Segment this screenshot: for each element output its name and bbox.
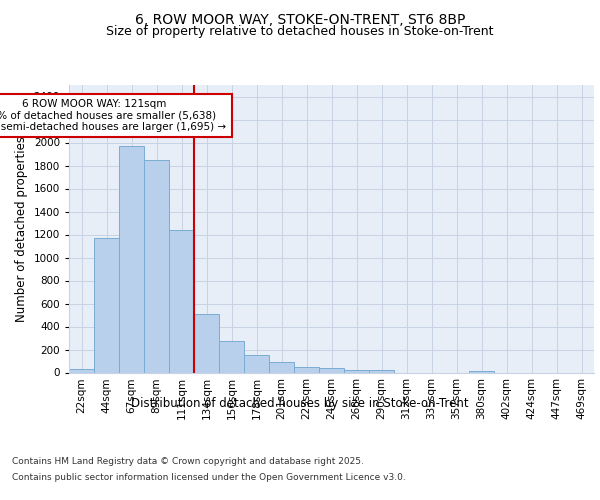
Bar (344, 370, 369, 372)
Bar (169, 230, 194, 372)
Bar (469, 371, 494, 372)
Bar (144, 160, 169, 372)
Text: 6 ROW MOOR WAY: 121sqm
← 76% of detached houses are smaller (5,638)
23% of semi-: 6 ROW MOOR WAY: 121sqm ← 76% of detached… (0, 99, 227, 132)
Bar (219, 342, 244, 372)
Text: Distribution of detached houses by size in Stoke-on-Trent: Distribution of detached houses by size … (131, 398, 469, 410)
Bar (269, 362, 294, 372)
Bar (244, 355, 269, 372)
Text: Size of property relative to detached houses in Stoke-on-Trent: Size of property relative to detached ho… (106, 25, 494, 38)
Bar (94, 238, 119, 372)
Bar (369, 370, 394, 372)
Bar (69, 369, 94, 372)
Text: 6, ROW MOOR WAY, STOKE-ON-TRENT, ST6 8BP: 6, ROW MOOR WAY, STOKE-ON-TRENT, ST6 8BP (135, 12, 465, 26)
Text: Contains public sector information licensed under the Open Government Licence v3: Contains public sector information licen… (12, 472, 406, 482)
Bar (294, 367, 319, 372)
Y-axis label: Number of detached properties: Number of detached properties (15, 136, 28, 322)
Bar (319, 368, 344, 372)
Bar (194, 314, 219, 372)
Text: Contains HM Land Registry data © Crown copyright and database right 2025.: Contains HM Land Registry data © Crown c… (12, 458, 364, 466)
Bar (119, 146, 144, 372)
